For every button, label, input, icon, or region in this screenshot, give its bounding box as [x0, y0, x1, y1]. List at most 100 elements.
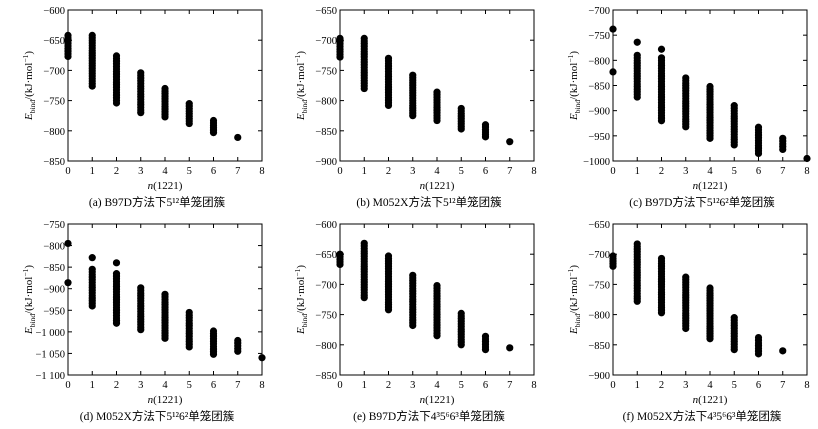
- data-point: [657, 45, 666, 53]
- data-point: [633, 297, 641, 305]
- y-axis-label-unit: /(kJ·mol: [568, 63, 580, 100]
- data-point: [384, 101, 393, 110]
- x-axis-label-rest: (1221): [698, 180, 728, 192]
- y-tick-label: −800: [315, 341, 337, 352]
- x-tick-label: 2: [386, 380, 391, 391]
- panel-caption: (a) B97D方法下5¹²单笼团簇: [89, 195, 226, 209]
- data-point: [258, 354, 266, 362]
- x-tick-label: 3: [410, 380, 415, 391]
- y-axis-label-close: ): [568, 51, 580, 55]
- data-point: [112, 99, 121, 107]
- y-tick-label: −700: [588, 6, 610, 17]
- y-tick-label: −800: [315, 97, 337, 108]
- y-tick-label: −750: [588, 280, 610, 291]
- x-tick-label: 0: [610, 166, 615, 177]
- y-axis-label-unit: /(kJ·mol: [23, 63, 35, 100]
- data-point: [234, 133, 242, 142]
- x-tick-label: 6: [756, 380, 761, 391]
- chart-f: 0 1 2 3 4 5 6 7 8 −650 −700 −750 −800 −850 −900 n(1221)…: [566, 220, 810, 423]
- x-tick-label: 2: [114, 380, 119, 391]
- x-axis-label-rest: (1221): [425, 394, 455, 406]
- y-tick-label: −850: [588, 82, 610, 93]
- x-axis-label-var: n: [148, 394, 154, 406]
- data-point: [433, 332, 441, 340]
- y-tick-label: −800: [588, 56, 610, 67]
- y-axis-label-sup: −1: [566, 54, 575, 62]
- data-point: [682, 324, 690, 333]
- data-point: [706, 134, 714, 142]
- y-axis-label: Ebind/(kJ·mol−1): [21, 51, 37, 121]
- x-tick-label: 0: [337, 380, 342, 391]
- y-axis-label-sub: bind: [573, 314, 582, 328]
- x-tick-label: 8: [804, 166, 809, 177]
- data-point: [457, 341, 465, 349]
- y-tick-label: −900: [43, 285, 65, 296]
- y-axis-label-var: E: [568, 113, 580, 121]
- data-point: [64, 52, 72, 61]
- y-tick-label: −1000: [583, 157, 610, 168]
- data-point: [88, 82, 96, 90]
- x-tick-label: 8: [259, 166, 264, 177]
- y-tick-label: −800: [588, 311, 610, 322]
- x-tick-label: 7: [780, 166, 785, 177]
- y-tick-label: −850: [43, 263, 65, 274]
- data-point: [754, 350, 763, 358]
- x-tick-label: 3: [410, 166, 415, 177]
- x-tick-label: 6: [483, 380, 488, 391]
- y-tick-label: −1 050: [35, 349, 65, 360]
- data-point: [234, 347, 242, 355]
- panel-d: 0 1 2 3 4 5 6 7 8 −750 −800 −850 −900 −950 −1 000 −1 05…: [0, 214, 270, 424]
- y-tick-label: −650: [315, 250, 337, 261]
- y-tick-label: −900: [588, 107, 610, 118]
- data-point: [64, 279, 72, 287]
- x-tick-label: 5: [732, 166, 737, 177]
- x-tick-label: 0: [65, 380, 70, 391]
- y-tick-label: −750: [315, 66, 337, 77]
- x-tick-label: 5: [459, 166, 464, 177]
- y-tick-label: −950: [43, 306, 65, 317]
- x-tick-label: 3: [683, 166, 688, 177]
- x-axis-label: n(1221): [148, 394, 183, 406]
- y-axis-label-close: ): [23, 51, 35, 55]
- data-point: [754, 149, 763, 158]
- y-axis-label-var: E: [23, 113, 35, 121]
- data-point: [730, 141, 738, 149]
- y-axis-label-var: E: [295, 113, 307, 121]
- y-tick-label: −750: [43, 97, 65, 108]
- x-tick-label: 7: [235, 166, 240, 177]
- x-tick-label: 1: [362, 166, 367, 177]
- data-point: [779, 145, 787, 154]
- x-tick-label: 5: [187, 166, 192, 177]
- x-tick-label: 8: [531, 380, 536, 391]
- data-point: [64, 239, 72, 248]
- y-axis-label: Ebind/(kJ·mol−1): [293, 51, 309, 121]
- x-tick-label: 6: [483, 166, 488, 177]
- data-point: [112, 259, 121, 267]
- y-tick-label: −700: [315, 280, 337, 291]
- chart-d: 0 1 2 3 4 5 6 7 8 −750 −800 −850 −900 −950 −1 000 −1 05…: [21, 220, 266, 423]
- chart-e: 0 1 2 3 4 5 6 7 8 −600 −650 −700 −750 −800 −850 n(1221)…: [293, 220, 537, 423]
- data-point: [161, 113, 169, 121]
- panel-c: 0 1 2 3 4 5 6 7 8 −700 −750 −800 −850 −900 −950 −1000 n(…: [545, 0, 815, 210]
- x-axis-label-var: n: [420, 394, 426, 406]
- x-axis-label-var: n: [148, 180, 154, 192]
- data-point: [209, 350, 218, 358]
- data-point: [633, 93, 641, 101]
- x-axis-label: n(1221): [420, 394, 455, 406]
- x-axis-label-var: n: [693, 180, 699, 192]
- y-axis-label: Ebind/(kJ·mol−1): [293, 265, 309, 335]
- data-point: [161, 334, 169, 342]
- y-tick-label: −800: [43, 242, 65, 253]
- y-tick-label: −750: [588, 31, 610, 42]
- x-axis-label-rest: (1221): [153, 394, 183, 406]
- y-axis-label-sub: bind: [573, 100, 582, 114]
- y-tick-label: −850: [315, 371, 337, 382]
- x-axis-label: n(1221): [693, 180, 728, 192]
- y-axis-label-close: ): [295, 265, 307, 269]
- y-axis-label-unit: /(kJ·mol: [295, 277, 307, 314]
- panel-caption: (e) B97D方法下4³5⁶6³单笼团簇: [353, 409, 505, 423]
- x-axis-label-var: n: [693, 394, 699, 406]
- data-point: [112, 319, 121, 327]
- panel-caption: (d) M052X方法下5¹²6²单笼团簇: [80, 409, 235, 423]
- y-tick-label: −950: [588, 132, 610, 143]
